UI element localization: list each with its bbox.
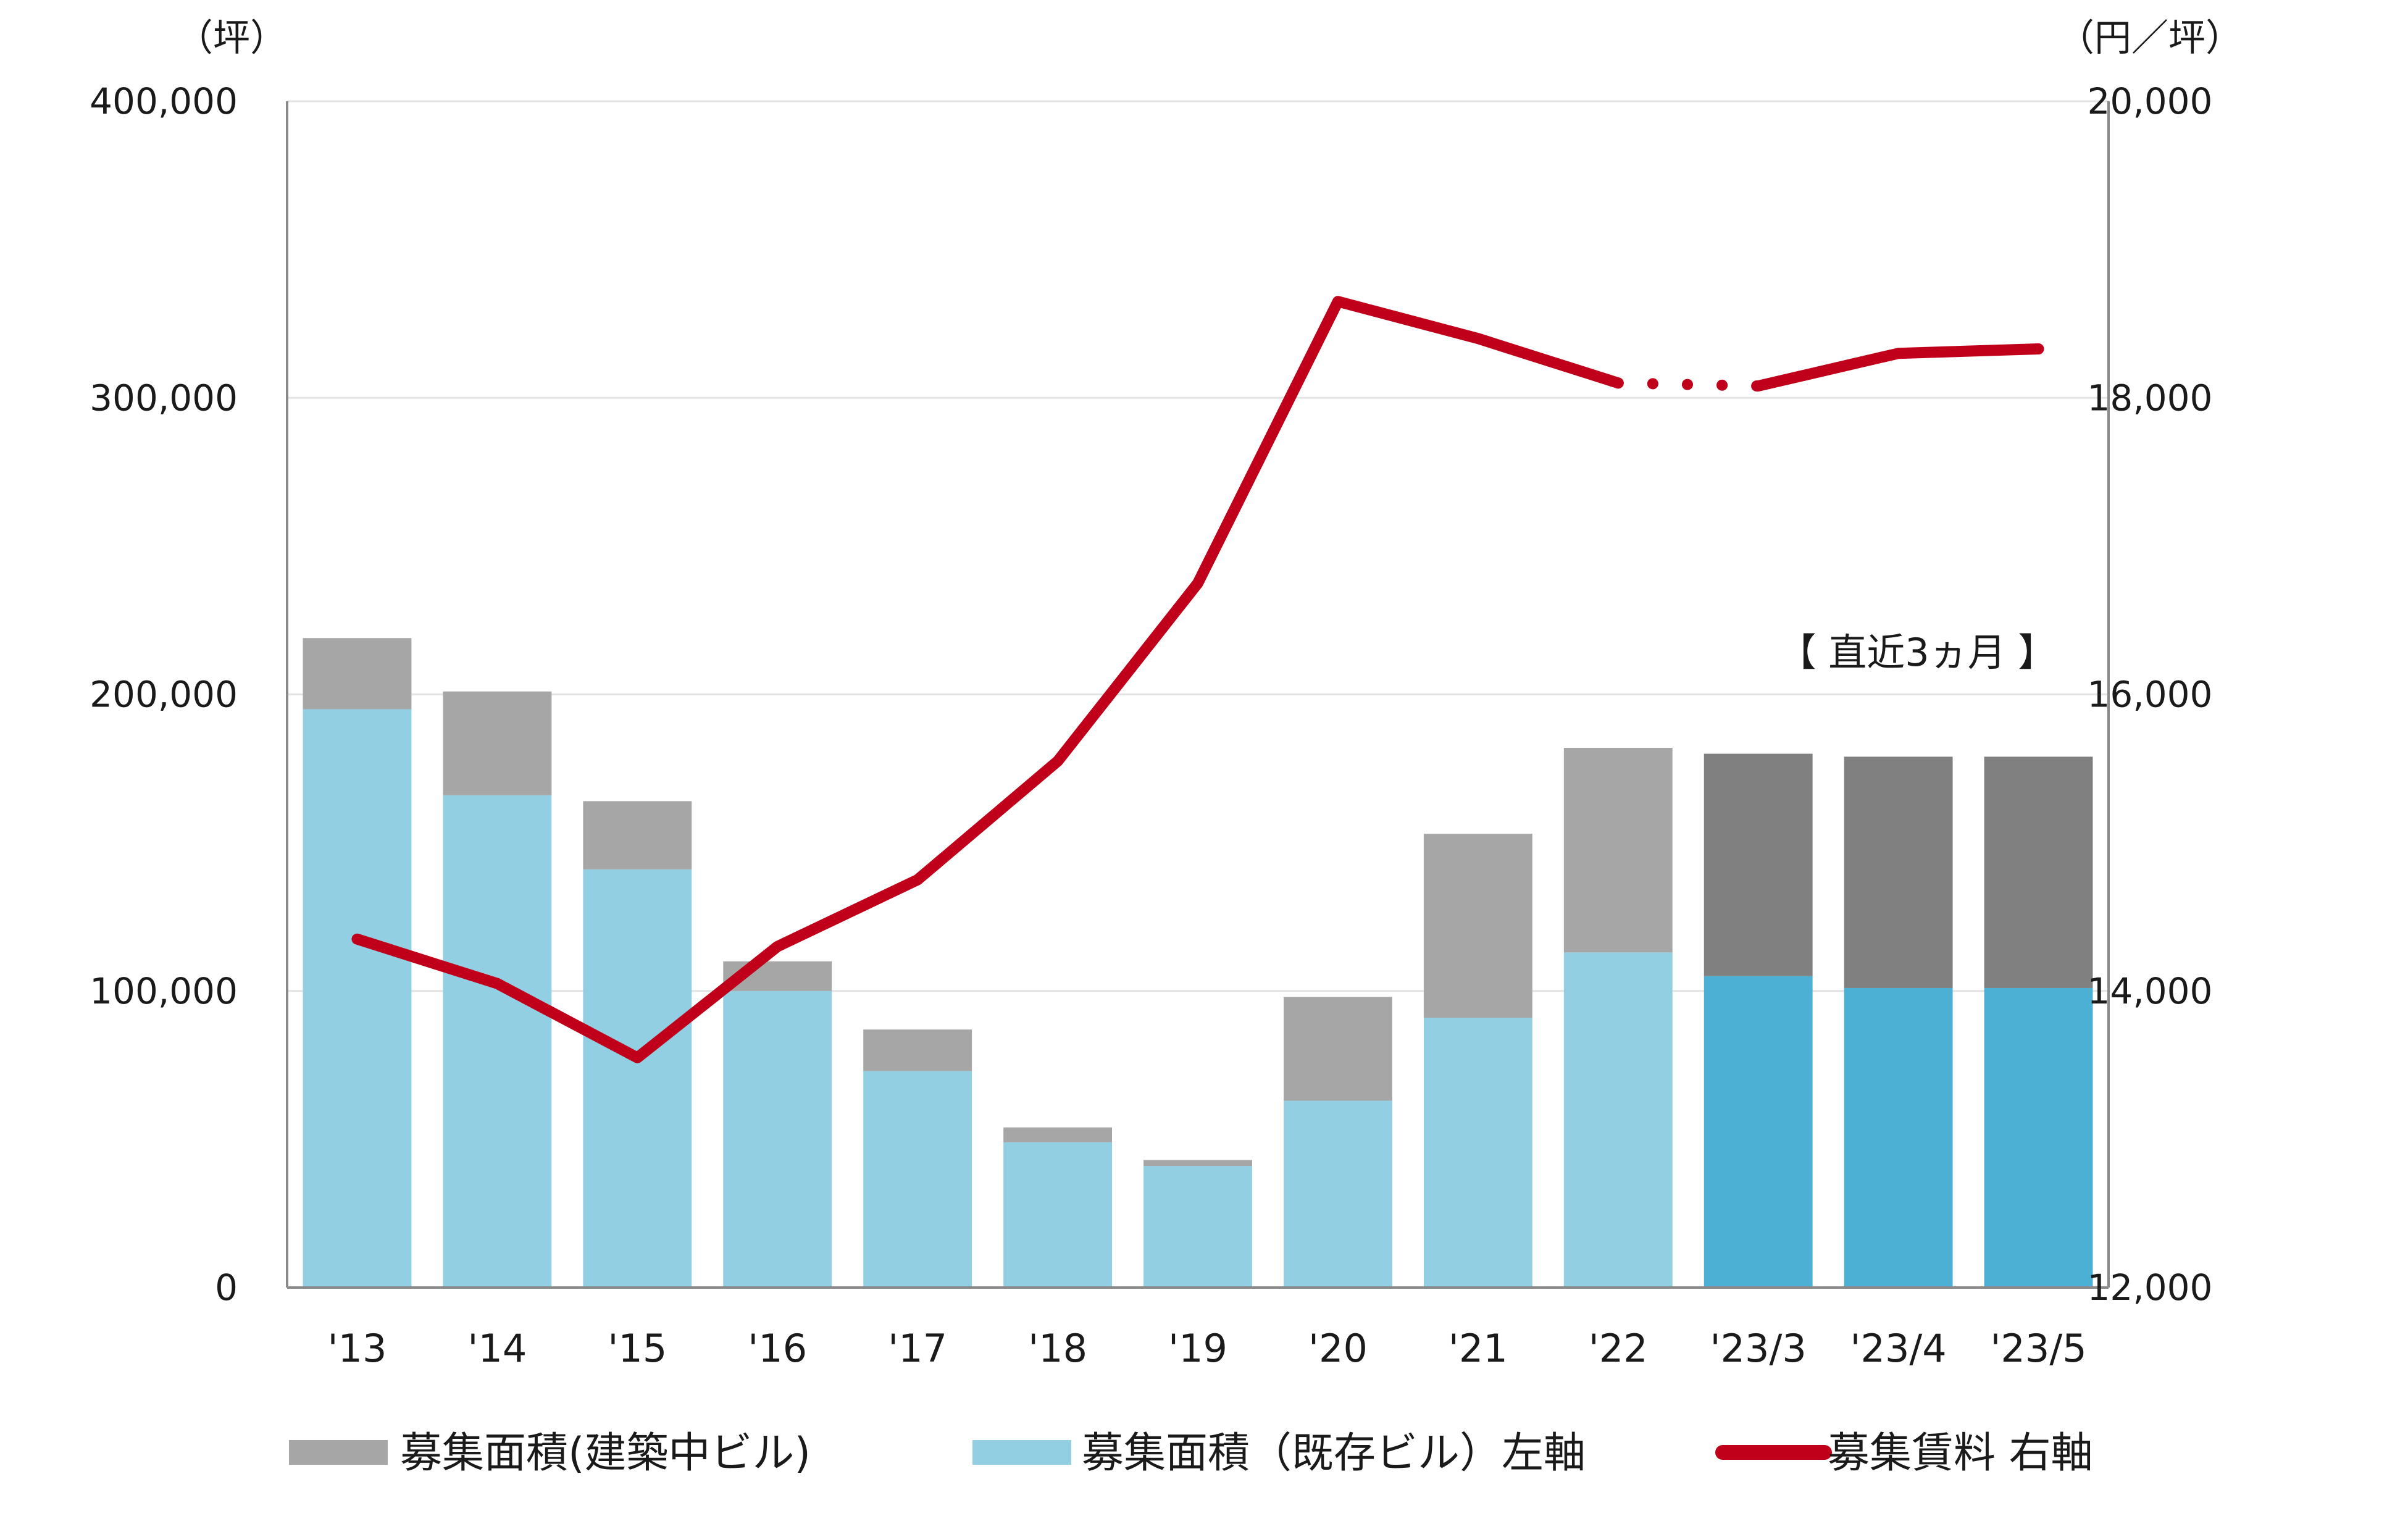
bar-existing <box>1003 1142 1113 1288</box>
x-tick-label: '23/4 <box>1850 1326 1946 1371</box>
bar-existing <box>723 991 832 1288</box>
right-tick-label: 14,000 <box>2088 970 2213 1012</box>
legend-label-existing: 募集面積（既存ビル）左軸 <box>1082 1429 1586 1478</box>
right-tick-label: 12,000 <box>2088 1267 2213 1309</box>
bar-construction <box>1704 753 1813 976</box>
rent-line-solid-1 <box>351 296 1624 1063</box>
tick-labels: 0 100,000 200,000 300,000 400,000 12,000 14,00… <box>90 80 2212 1371</box>
legend-label-construction: 募集面積(建築中ビル) <box>400 1429 811 1478</box>
bar-construction <box>863 1029 972 1071</box>
bar-construction <box>1423 834 1532 1018</box>
x-tick-label: '23/5 <box>1990 1326 2086 1371</box>
legend: 募集面積(建築中ビル) 募集面積（既存ビル）左軸 募集賃料 右軸 <box>289 1429 2093 1478</box>
x-tick-label: '19 <box>1168 1326 1227 1371</box>
gridlines <box>287 100 2109 992</box>
bar-construction <box>1143 1160 1252 1167</box>
bar-existing <box>1283 1100 1392 1288</box>
bar-construction <box>1283 997 1392 1101</box>
x-tick-label: '17 <box>888 1326 947 1371</box>
right-tick-label: 16,000 <box>2088 674 2213 716</box>
axes <box>286 101 2110 1289</box>
right-tick-label: 18,000 <box>2088 377 2213 419</box>
bar-construction <box>1003 1127 1113 1142</box>
bar-existing <box>1143 1166 1252 1288</box>
bar-existing <box>583 869 692 1288</box>
bar-existing <box>303 709 412 1288</box>
x-tick-label: '15 <box>608 1326 667 1371</box>
x-tick-label: '21 <box>1449 1326 1508 1371</box>
right-axis-unit: （円／坪） <box>2057 17 2243 60</box>
bar-construction <box>1984 756 2093 988</box>
bar-existing <box>1423 1017 1532 1288</box>
left-tick-label: 400,000 <box>90 80 238 122</box>
right-tick-label: 20,000 <box>2088 80 2213 122</box>
left-axis-unit: （坪） <box>176 17 287 60</box>
left-tick-label: 300,000 <box>90 377 238 419</box>
x-tick-label: '22 <box>1589 1326 1648 1371</box>
bar-existing <box>1563 952 1673 1288</box>
legend-swatch-existing <box>972 1440 1071 1465</box>
legend-label-rent: 募集賃料 右軸 <box>1828 1429 2093 1478</box>
rent-line-dotted <box>1612 377 1764 392</box>
bar-existing <box>1704 976 1813 1288</box>
bar-existing <box>443 795 552 1288</box>
bar-construction <box>583 801 692 869</box>
bar-existing <box>1844 987 1953 1288</box>
bar-existing <box>1984 987 2093 1288</box>
bar-existing <box>863 1071 972 1288</box>
x-tick-label: '14 <box>467 1326 527 1371</box>
bar-construction <box>303 638 412 710</box>
x-tick-label: '16 <box>748 1326 807 1371</box>
rent-line-solid-2 <box>1752 343 2044 392</box>
left-tick-label: 200,000 <box>90 674 238 716</box>
rent-line <box>351 296 2044 1063</box>
bar-construction <box>1563 747 1673 953</box>
x-tick-label: '23/3 <box>1710 1326 1807 1371</box>
bar-construction <box>443 691 552 795</box>
legend-swatch-construction <box>289 1440 388 1465</box>
bar-construction <box>1844 756 1953 988</box>
x-tick-label: '18 <box>1028 1326 1087 1371</box>
recent-months-annotation: 【 直近3ヵ月 】 <box>1778 630 2057 675</box>
left-tick-label: 0 <box>215 1267 238 1309</box>
x-tick-label: '20 <box>1308 1326 1368 1371</box>
left-tick-label: 100,000 <box>90 970 238 1012</box>
bars <box>303 638 2093 1288</box>
x-tick-label: '13 <box>327 1326 387 1371</box>
